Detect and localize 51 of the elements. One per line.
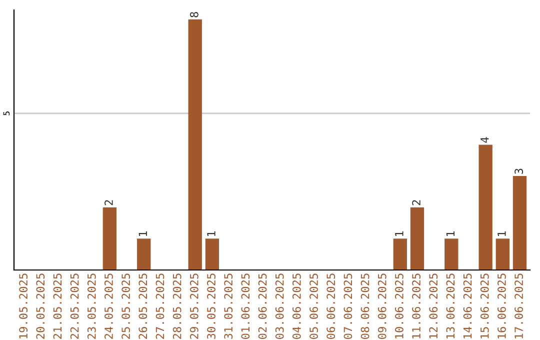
x-tick-label: 14.06.2025	[463, 274, 472, 338]
x-tick-label: 10.06.2025	[394, 274, 404, 338]
data-label: 1	[395, 231, 404, 236]
x-tick-label: 30.05.2025	[207, 274, 216, 339]
x-tick-label: 25.05.2025	[122, 274, 130, 339]
bar	[478, 144, 492, 270]
bar	[188, 19, 202, 270]
data-label: 1	[207, 231, 216, 236]
x-tick-label: 06.06.2025	[326, 274, 336, 339]
x-tick-label: 13.06.2025	[446, 274, 455, 338]
x-tick-label: 08.06.2025	[360, 274, 370, 339]
x-tick-label: 15.06.2025	[480, 274, 489, 338]
x-tick-label: 26.05.2025	[138, 274, 148, 339]
x-tick-label: 20.05.2025	[36, 274, 45, 339]
x-tick-label: 02.06.2025	[258, 274, 267, 339]
x-tick-label: 05.06.2025	[310, 274, 318, 339]
data-label: 3	[514, 168, 523, 174]
data-label: 1	[138, 231, 147, 236]
x-tick-label: 27.05.2025	[156, 274, 164, 339]
data-label: 2	[104, 200, 113, 206]
bar	[393, 238, 407, 270]
data-label: 8	[190, 12, 198, 18]
bar	[512, 176, 527, 270]
x-tick-label: 03.06.2025	[275, 274, 284, 339]
data-label: 1	[446, 231, 454, 236]
data-label: 2	[412, 200, 420, 206]
bar	[102, 207, 117, 270]
x-tick-label: 29.05.2025	[190, 274, 198, 339]
x-tick-label: 01.06.2025	[241, 274, 250, 339]
bar	[410, 207, 424, 270]
x-tick-label: 07.06.2025	[344, 274, 352, 339]
x-tick-label: 16.06.2025	[498, 274, 506, 338]
x-tick-label: 19.05.2025	[19, 274, 28, 338]
x-tick-label: 17.06.2025	[514, 274, 523, 338]
bar	[444, 238, 458, 270]
data-label: 4	[480, 137, 489, 143]
x-tick-label: 09.06.2025	[378, 274, 386, 339]
bar	[496, 238, 510, 270]
x-tick-label: 23.05.2025	[87, 274, 96, 339]
x-tick-label: 04.06.2025	[292, 274, 301, 339]
x-tick-label: 22.05.2025	[70, 274, 79, 339]
x-tick-label: 28.05.2025	[172, 274, 182, 339]
bar	[205, 238, 220, 270]
x-tick-label: 24.05.2025	[104, 274, 113, 339]
y-tick-label: 5	[3, 112, 10, 116]
data-label: 1	[498, 231, 506, 236]
bar	[137, 238, 151, 270]
x-tick-label: 31.05.2025	[224, 274, 233, 339]
x-tick-label: 12.06.2025	[429, 274, 438, 338]
x-tick-label: 21.05.2025	[53, 274, 62, 339]
x-tick-label: 11.06.2025	[412, 274, 420, 338]
